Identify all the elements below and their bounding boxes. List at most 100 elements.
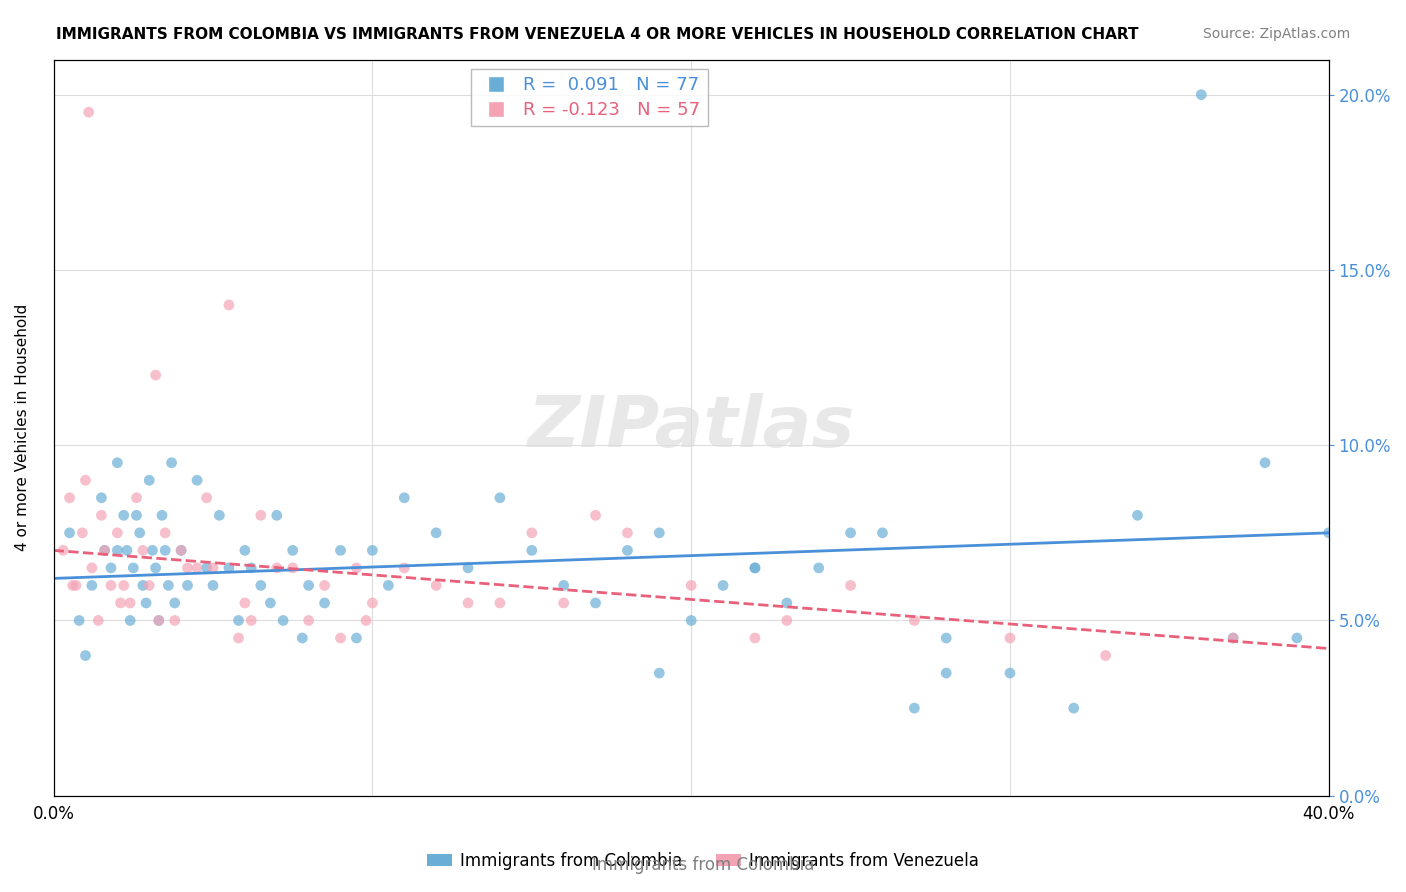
Point — [112, 508, 135, 523]
Point — [250, 578, 273, 592]
Point — [153, 543, 176, 558]
Point — [90, 508, 112, 523]
Point — [228, 631, 250, 645]
Y-axis label: 4 or more Vehicles in Household: 4 or more Vehicles in Household — [15, 304, 30, 551]
Text: Immigrants from Colombia: Immigrants from Colombia — [592, 856, 814, 874]
Point — [346, 631, 368, 645]
Point — [998, 631, 1021, 645]
Point — [394, 491, 416, 505]
Point — [170, 543, 193, 558]
Point — [839, 578, 862, 592]
Point — [80, 561, 103, 575]
Point — [935, 666, 957, 681]
Point — [425, 525, 447, 540]
Point — [346, 561, 368, 575]
Point — [291, 631, 314, 645]
Point — [711, 578, 734, 592]
Point — [1254, 456, 1277, 470]
Point — [163, 596, 186, 610]
Point — [648, 666, 671, 681]
Point — [776, 614, 799, 628]
Point — [616, 525, 638, 540]
Point — [75, 473, 97, 487]
Point — [132, 578, 155, 592]
Point — [998, 666, 1021, 681]
Point — [872, 525, 894, 540]
Point — [807, 561, 830, 575]
Point — [425, 578, 447, 592]
Point — [520, 543, 543, 558]
Point — [329, 631, 352, 645]
Point — [112, 578, 135, 592]
Point — [1317, 525, 1340, 540]
Point — [228, 614, 250, 628]
Point — [148, 614, 170, 628]
Point — [1189, 87, 1212, 102]
Point — [125, 508, 148, 523]
Point — [208, 508, 231, 523]
Point — [72, 525, 94, 540]
Point — [128, 525, 150, 540]
Point — [553, 578, 575, 592]
Point — [145, 561, 167, 575]
Point — [100, 561, 122, 575]
Point — [58, 525, 80, 540]
Point — [266, 508, 288, 523]
Point — [681, 614, 703, 628]
Point — [163, 614, 186, 628]
Point — [361, 543, 384, 558]
Point — [157, 578, 180, 592]
Point — [233, 596, 256, 610]
Text: Source: ZipAtlas.com: Source: ZipAtlas.com — [1202, 27, 1350, 41]
Point — [776, 596, 799, 610]
Point — [271, 614, 294, 628]
Point — [218, 298, 240, 312]
Point — [75, 648, 97, 663]
Point — [77, 105, 100, 120]
Point — [394, 561, 416, 575]
Point — [281, 561, 304, 575]
Point — [122, 561, 145, 575]
Point — [120, 614, 142, 628]
Point — [52, 543, 75, 558]
Point — [176, 578, 198, 592]
Point — [281, 543, 304, 558]
Point — [218, 561, 240, 575]
Point — [744, 561, 766, 575]
Point — [329, 543, 352, 558]
Point — [298, 614, 321, 628]
Point — [67, 614, 90, 628]
Point — [87, 614, 110, 628]
Point — [314, 596, 336, 610]
Point — [100, 578, 122, 592]
Point — [1222, 631, 1244, 645]
Point — [115, 543, 138, 558]
Legend: Immigrants from Colombia, Immigrants from Venezuela: Immigrants from Colombia, Immigrants fro… — [420, 845, 986, 877]
Point — [186, 473, 208, 487]
Point — [298, 578, 321, 592]
Point — [648, 525, 671, 540]
Point — [138, 473, 160, 487]
Point — [105, 543, 128, 558]
Point — [160, 456, 183, 470]
Point — [314, 578, 336, 592]
Point — [105, 456, 128, 470]
Point — [377, 578, 399, 592]
Point — [125, 491, 148, 505]
Point — [1094, 648, 1116, 663]
Point — [58, 491, 80, 505]
Point — [616, 543, 638, 558]
Point — [259, 596, 281, 610]
Point — [141, 543, 163, 558]
Point — [354, 614, 377, 628]
Point — [170, 543, 193, 558]
Point — [120, 596, 142, 610]
Point — [266, 561, 288, 575]
Point — [65, 578, 87, 592]
Point — [1063, 701, 1085, 715]
Point — [150, 508, 173, 523]
Legend: R =  0.091   N = 77, R = -0.123   N = 57: R = 0.091 N = 77, R = -0.123 N = 57 — [471, 69, 707, 127]
Point — [1222, 631, 1244, 645]
Point — [240, 561, 263, 575]
Point — [520, 525, 543, 540]
